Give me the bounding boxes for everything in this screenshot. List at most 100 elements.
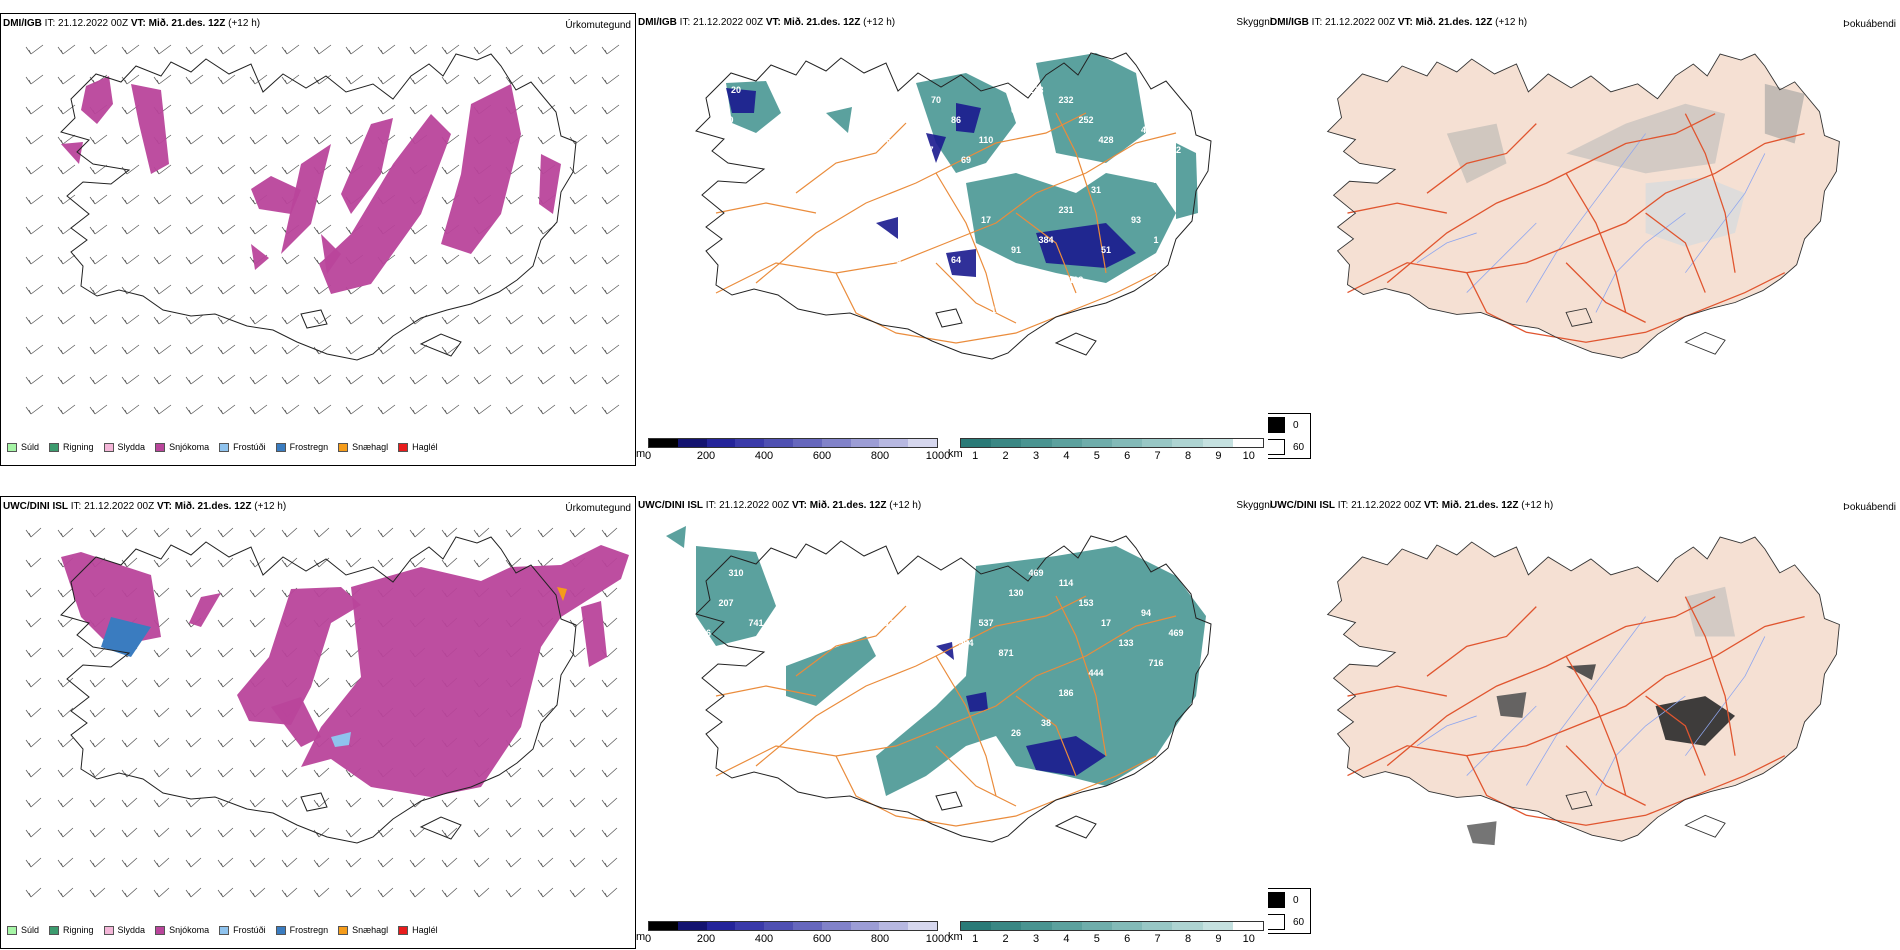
wind-barb [185,557,202,568]
wind-barb [569,284,588,295]
wind-barb [377,887,394,898]
wind-barb [25,527,42,538]
wind-barb [249,164,268,175]
wind-barb [601,344,620,355]
wind-barb [569,887,586,898]
legend-swatch [7,442,17,452]
wind-barb [153,344,172,355]
fog-map-bottom [1326,536,1840,846]
wind-barb [57,797,74,808]
wind-barb [505,404,524,415]
fog-tag: Þokuábendi [1843,502,1896,513]
wind-barb [313,887,330,898]
colorbar-cell [850,922,880,930]
wind-barb [537,767,554,778]
legend-swatch [49,925,60,935]
wind-barb [473,857,490,868]
wind-barb [281,134,300,145]
snowfall-area [81,76,113,124]
legend-label: Haglél [412,442,438,452]
wind-barb [377,527,394,538]
wind-barb [153,194,172,205]
land-fill [1327,54,1840,359]
wind-barb [217,164,236,175]
wind-barb [57,887,74,898]
colorbar-cell [908,922,937,930]
wind-barb [25,617,42,628]
wind-barb [377,284,396,295]
wind-barb [569,737,586,748]
road-line [1055,112,1107,274]
road-line [1684,596,1736,756]
wind-barb [89,314,108,325]
legend-label: Frostúði [233,925,266,935]
colorbar-tick-label: 10 [1242,450,1255,462]
wind-barb [313,404,332,415]
wind-barb [217,707,234,718]
wind-barb [409,284,428,295]
station-visibility-label: 469 [1168,628,1183,638]
wind-barb [121,44,140,55]
wind-barb [345,44,364,55]
colorbar-cell [1021,439,1052,447]
wind-barb [473,74,492,85]
wind-barb [25,887,42,898]
station-visibility-label: 114 [1059,578,1074,588]
legend-item: Rigning [49,442,94,452]
wind-barb [441,44,460,55]
visibility-area-m [1026,736,1106,776]
legend-swatch [338,925,349,935]
wind-barb [25,254,44,265]
wind-barb [121,707,138,718]
wind-barb [57,44,76,55]
station-visibility-label: 31 [1091,185,1101,195]
wind-barb [121,74,140,85]
wind-barb [217,827,234,838]
wind-barb [153,797,170,808]
colorbar-ticks: 0 200 400 600 800 1000 [645,933,950,947]
wind-barb [249,44,268,55]
precip-type-tag: Úrkomutegund [565,20,631,31]
wind-barb [313,224,332,235]
colorbar-cell [991,439,1022,447]
wind-barb [473,527,490,538]
visibility-area-m [956,103,981,133]
legend-item: Súld [7,442,39,452]
river-line [1526,616,1646,786]
wind-barb [217,134,236,145]
legend-swatch [7,925,17,935]
station-visibility-label: 82 [1171,145,1181,155]
wind-barb [569,44,588,55]
wind-barb [505,314,524,325]
wind-barb [345,134,364,145]
snowfall-area [341,118,393,214]
visibility-map-top: 20 83 270 67 130 49 55 46 70 227 86 69 110 113 64 233 23… [695,52,1212,360]
wind-barb [249,284,268,295]
wind-barb [217,557,234,568]
colorbar-tick-label: 9 [1215,450,1222,462]
fog-index-area [1446,123,1507,184]
glacier-outline [1054,815,1097,839]
wind-barb [249,374,268,385]
colorbar-km: 1 2 3 4 5 6 7 8 9 10 km [948,921,1264,947]
wind-barb [569,374,588,385]
wind-barb [601,194,620,205]
wind-barb [121,797,138,808]
station-visibility-label: 17 [981,215,991,225]
snow-pellets-area [557,587,567,601]
wind-barb [25,314,44,325]
wind-barb [185,827,202,838]
wind-barb [569,767,586,778]
visibility-area-km [1036,53,1146,163]
wind-barb [601,527,618,538]
wind-barb [537,74,556,85]
wind-barb [345,104,364,115]
wind-barb [153,887,170,898]
wind-barb [217,677,234,688]
wind-barb [441,827,458,838]
wind-barb [537,224,556,235]
wind-barb [217,647,234,658]
wind-barb [601,587,618,598]
glacier-outline [419,816,462,840]
precip-legend: Súld Rigning Slydda Snjókoma Frostúði Frostre… [7,442,438,452]
